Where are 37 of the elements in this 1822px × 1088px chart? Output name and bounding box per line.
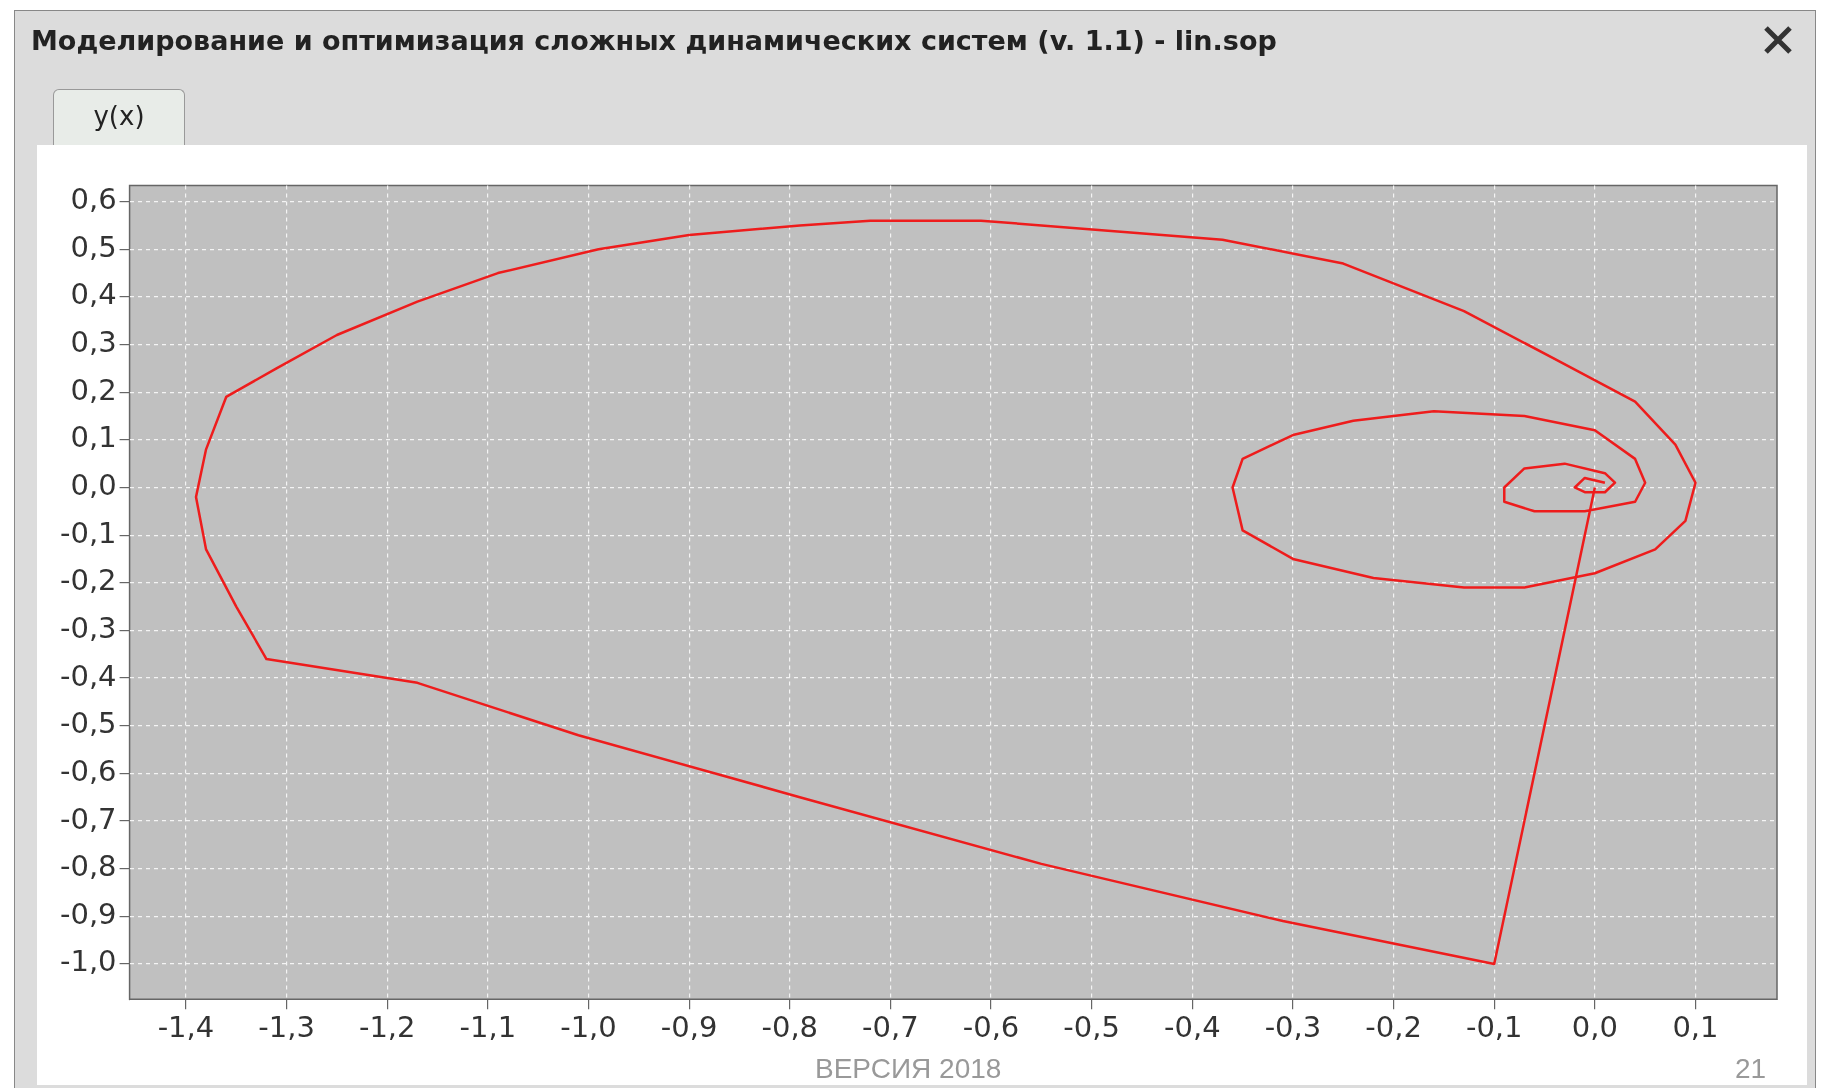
y-tick-label: 0,4 xyxy=(70,277,117,312)
x-tick-label: -0,2 xyxy=(1365,1010,1422,1045)
y-tick-label: 0,0 xyxy=(70,468,117,503)
x-tick-label: 0,1 xyxy=(1672,1010,1719,1045)
x-tick-label: -0,7 xyxy=(862,1010,919,1045)
x-tick-label: -1,1 xyxy=(459,1010,517,1045)
y-tick-label: -0,4 xyxy=(59,658,117,693)
x-tick-label: -1,0 xyxy=(560,1010,617,1045)
y-tick-label: -0,7 xyxy=(59,801,117,836)
x-tick-label: -1,4 xyxy=(157,1010,215,1045)
x-tick-label: -1,3 xyxy=(258,1010,315,1045)
chart-subtitle: y(x) xyxy=(53,89,185,146)
y-tick-label: -0,6 xyxy=(59,753,117,788)
x-tick-label: -0,9 xyxy=(660,1010,718,1045)
y-tick-label: -0,1 xyxy=(59,515,117,550)
x-tick-label: -0,5 xyxy=(1063,1010,1120,1045)
x-tick-label: 0,0 xyxy=(1571,1010,1618,1045)
y-tick-label: 0,5 xyxy=(70,229,117,264)
y-tick-label: -0,8 xyxy=(59,849,117,884)
x-tick-label: -1,2 xyxy=(358,1010,416,1045)
y-tick-label: 0,6 xyxy=(70,182,117,217)
y-tick-label: -0,3 xyxy=(59,610,117,645)
x-tick-label: -0,6 xyxy=(962,1010,1020,1045)
x-tick-label: -0,3 xyxy=(1264,1010,1322,1045)
y-tick-label: -0,5 xyxy=(59,706,117,741)
chart-title: Моделирование и оптимизация сложных динамических систем (v. 1.1) - lin.sop xyxy=(31,25,1277,56)
x-tick-label: -0,8 xyxy=(761,1010,819,1045)
x-tick-label: -0,4 xyxy=(1164,1010,1221,1045)
y-tick-label: -0,2 xyxy=(59,563,117,598)
y-tick-label: -1,0 xyxy=(59,944,117,979)
x-tick-label: -0,1 xyxy=(1465,1010,1523,1045)
y-tick-label: 0,3 xyxy=(70,325,117,360)
y-tick-label: 0,1 xyxy=(70,420,117,455)
y-tick-label: -0,9 xyxy=(59,896,117,931)
y-tick-label: 0,2 xyxy=(70,372,117,407)
text: 21 xyxy=(1735,1053,1767,1084)
text: ВЕРСИЯ 2018 xyxy=(815,1053,1002,1084)
